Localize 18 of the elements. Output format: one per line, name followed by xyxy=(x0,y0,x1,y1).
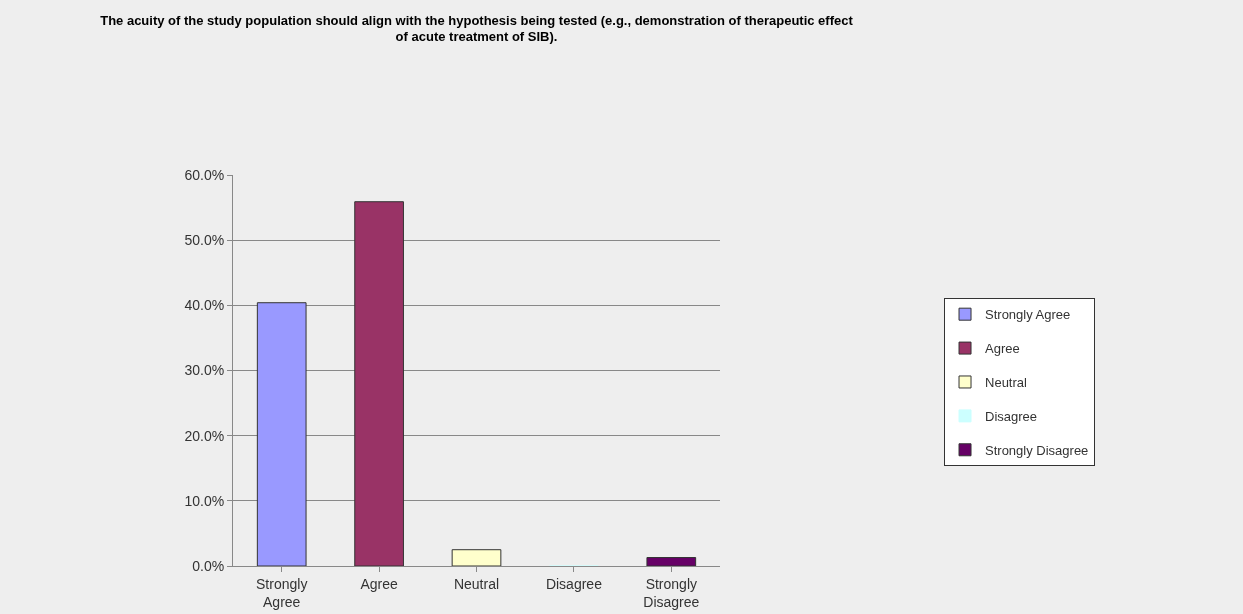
legend-label: Neutral xyxy=(985,375,1028,391)
x-tick-label: Neutral xyxy=(453,575,500,592)
x-tick-label: Agree xyxy=(360,575,398,592)
y-tick-label: 40.0% xyxy=(184,297,225,314)
y-tick-label: 60.0% xyxy=(184,166,225,183)
chart-title: The acuity of the study population should align with the hypothesis being tested (e.g., demonstration of therapeutic effect of acute treatment of SIB). xyxy=(100,12,854,45)
x-tick-label: Strongly Agree xyxy=(256,575,308,610)
x-tick-label: Strongly Disagree xyxy=(643,575,700,610)
x-tick-label: Disagree xyxy=(545,575,603,592)
y-tick-label: 20.0% xyxy=(184,427,225,444)
y-tick-label: 30.0% xyxy=(184,362,225,379)
legend-label: Strongly Agree xyxy=(985,307,1071,323)
legend-label: Agree xyxy=(985,341,1020,357)
y-tick-label: 10.0% xyxy=(184,492,225,509)
y-tick-label: 50.0% xyxy=(184,232,225,249)
legend-label: Strongly Disagree xyxy=(985,442,1089,458)
legend-label: Disagree xyxy=(985,408,1038,424)
y-tick-label: 0.0% xyxy=(192,557,225,574)
